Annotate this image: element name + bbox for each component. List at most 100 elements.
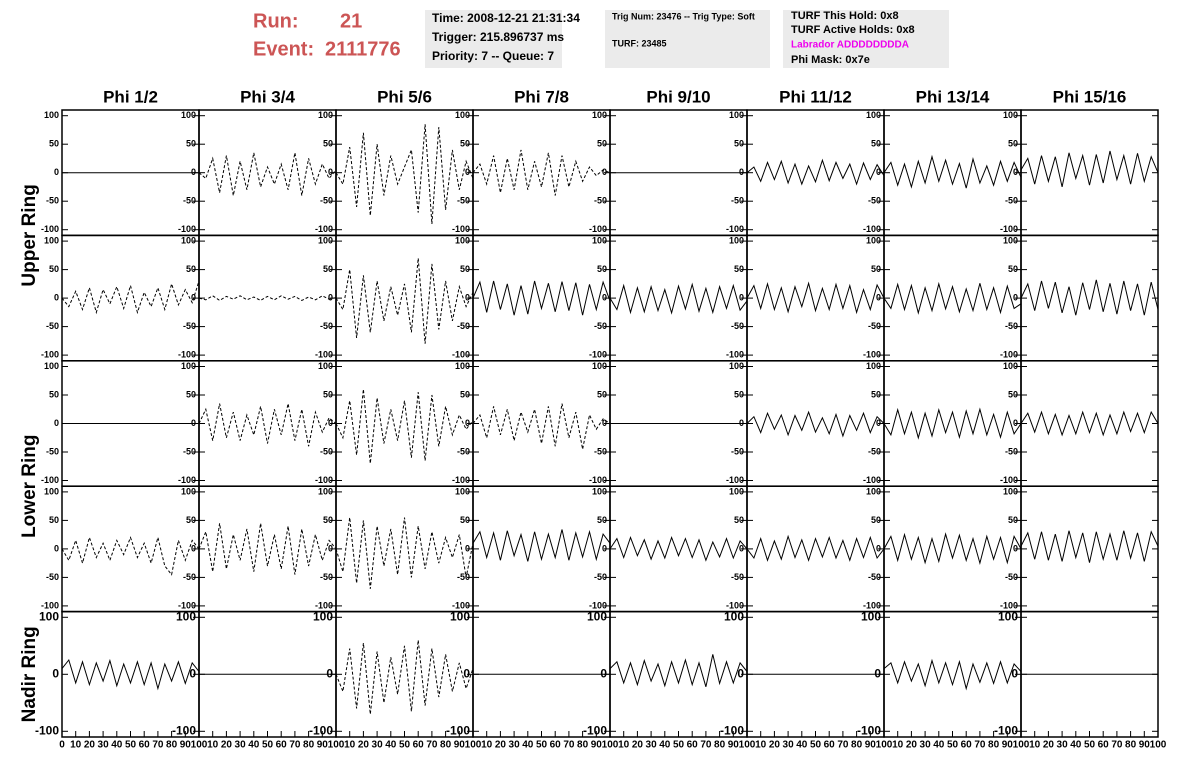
- x-tick-label: 100: [465, 740, 482, 751]
- y-tick-label: 0: [739, 418, 744, 428]
- y-tick-label: -100: [452, 224, 470, 234]
- y-tick-label: -100: [857, 723, 881, 737]
- waveform: [61, 280, 200, 315]
- panel-frame: [472, 485, 611, 613]
- y-tick-label: -50: [1005, 321, 1018, 331]
- y-tick-label: -50: [457, 196, 470, 206]
- x-tick-label: 60: [687, 740, 699, 751]
- y-tick-label: 100: [1003, 110, 1018, 120]
- y-tick-label: 100: [592, 361, 607, 371]
- y-tick-label: 0: [876, 418, 881, 428]
- x-tick-label: 100: [328, 740, 345, 751]
- y-tick-label: 100: [998, 609, 1018, 623]
- y-tick-label: -100: [726, 475, 744, 485]
- x-tick-label: 50: [262, 740, 274, 751]
- y-tick-label: 0: [874, 666, 881, 680]
- x-tick-label: 70: [837, 740, 849, 751]
- panel-frame: [335, 485, 474, 613]
- y-tick-label: 50: [871, 264, 881, 274]
- y-tick-label: 0: [189, 666, 196, 680]
- waveform: [61, 535, 200, 576]
- y-tick-label: 50: [734, 139, 744, 149]
- labrador: Labrador ADDDDDDDDA: [791, 40, 909, 51]
- x-tick-label: 50: [673, 740, 685, 751]
- x-tick-label: 40: [248, 740, 260, 751]
- y-tick-label: 0: [328, 167, 333, 177]
- y-tick-label: -100: [726, 349, 744, 359]
- waveform: [198, 403, 337, 447]
- x-tick-label: 10: [755, 740, 767, 751]
- x-tick-label: 40: [659, 740, 671, 751]
- panel-frame: [472, 109, 611, 237]
- event-label: Event:: [253, 38, 314, 60]
- y-tick-label: -100: [315, 475, 333, 485]
- y-tick-label: -50: [731, 446, 744, 456]
- y-tick-label: -100: [309, 723, 333, 737]
- y-tick-label: -100: [452, 475, 470, 485]
- y-tick-label: 100: [455, 110, 470, 120]
- x-tick-label: 20: [221, 740, 233, 751]
- x-tick-label: 70: [700, 740, 712, 751]
- y-tick-label: -100: [589, 600, 607, 610]
- y-tick-label: 100: [587, 609, 607, 623]
- x-tick-label: 100: [191, 740, 208, 751]
- y-tick-label: -50: [594, 446, 607, 456]
- x-tick-label: 80: [303, 740, 315, 751]
- x-tick-label: 70: [152, 740, 164, 751]
- x-tick-label: 90: [317, 740, 329, 751]
- turf-active: TURF Active Holds: 0x8: [791, 24, 915, 36]
- x-tick-label: 100: [602, 740, 619, 751]
- y-tick-label: -50: [1005, 446, 1018, 456]
- y-tick-label: 100: [181, 235, 196, 245]
- column-title: Phi 13/14: [916, 87, 990, 106]
- y-tick-label: -50: [457, 446, 470, 456]
- x-tick-label: 10: [1029, 740, 1041, 751]
- x-tick-label: 90: [180, 740, 192, 751]
- y-tick-label: 100: [1003, 486, 1018, 496]
- panel-frame: [198, 109, 337, 237]
- y-tick-label: 100: [455, 361, 470, 371]
- y-tick-label: 100: [592, 110, 607, 120]
- waveform: [472, 149, 611, 196]
- x-tick-label: 50: [810, 740, 822, 751]
- y-tick-label: -100: [720, 723, 744, 737]
- info-box: [783, 10, 949, 68]
- y-tick-label: 0: [54, 292, 59, 302]
- y-tick-label: 0: [602, 292, 607, 302]
- x-tick-label: 20: [632, 740, 644, 751]
- x-tick-label: 40: [796, 740, 808, 751]
- waveform: [472, 403, 611, 450]
- y-tick-label: 50: [597, 264, 607, 274]
- panel-frame: [1020, 109, 1159, 237]
- x-tick-label: 10: [618, 740, 630, 751]
- y-tick-label: 100: [729, 235, 744, 245]
- waveform: [883, 281, 1022, 315]
- y-tick-label: 100: [44, 235, 59, 245]
- y-tick-label: 0: [191, 292, 196, 302]
- x-tick-label: 20: [906, 740, 918, 751]
- turf: TURF: 23485: [612, 38, 667, 48]
- x-tick-label: 10: [207, 740, 219, 751]
- event-value: 2111776: [325, 38, 401, 60]
- y-tick-label: 50: [871, 139, 881, 149]
- y-tick-label: 50: [186, 515, 196, 525]
- y-tick-label: -50: [1005, 196, 1018, 206]
- panel-frame: [472, 360, 611, 487]
- y-tick-label: -100: [1000, 475, 1018, 485]
- y-tick-label: 50: [734, 389, 744, 399]
- y-tick-label: -100: [589, 224, 607, 234]
- y-tick-label: 50: [460, 515, 470, 525]
- x-tick-label: 60: [276, 740, 288, 751]
- x-tick-label: 40: [1070, 740, 1082, 751]
- y-tick-label: -100: [41, 224, 59, 234]
- run-label: Run:: [253, 10, 299, 32]
- x-tick-label: 40: [522, 740, 534, 751]
- y-tick-label: 100: [866, 110, 881, 120]
- y-tick-label: -50: [320, 321, 333, 331]
- panel-frame: [1020, 485, 1159, 613]
- phi-mask: Phi Mask: 0x7e: [791, 54, 870, 66]
- y-tick-label: 0: [54, 543, 59, 553]
- y-tick-label: 0: [1013, 543, 1018, 553]
- panel-frame: [1020, 360, 1159, 487]
- y-tick-label: 0: [465, 292, 470, 302]
